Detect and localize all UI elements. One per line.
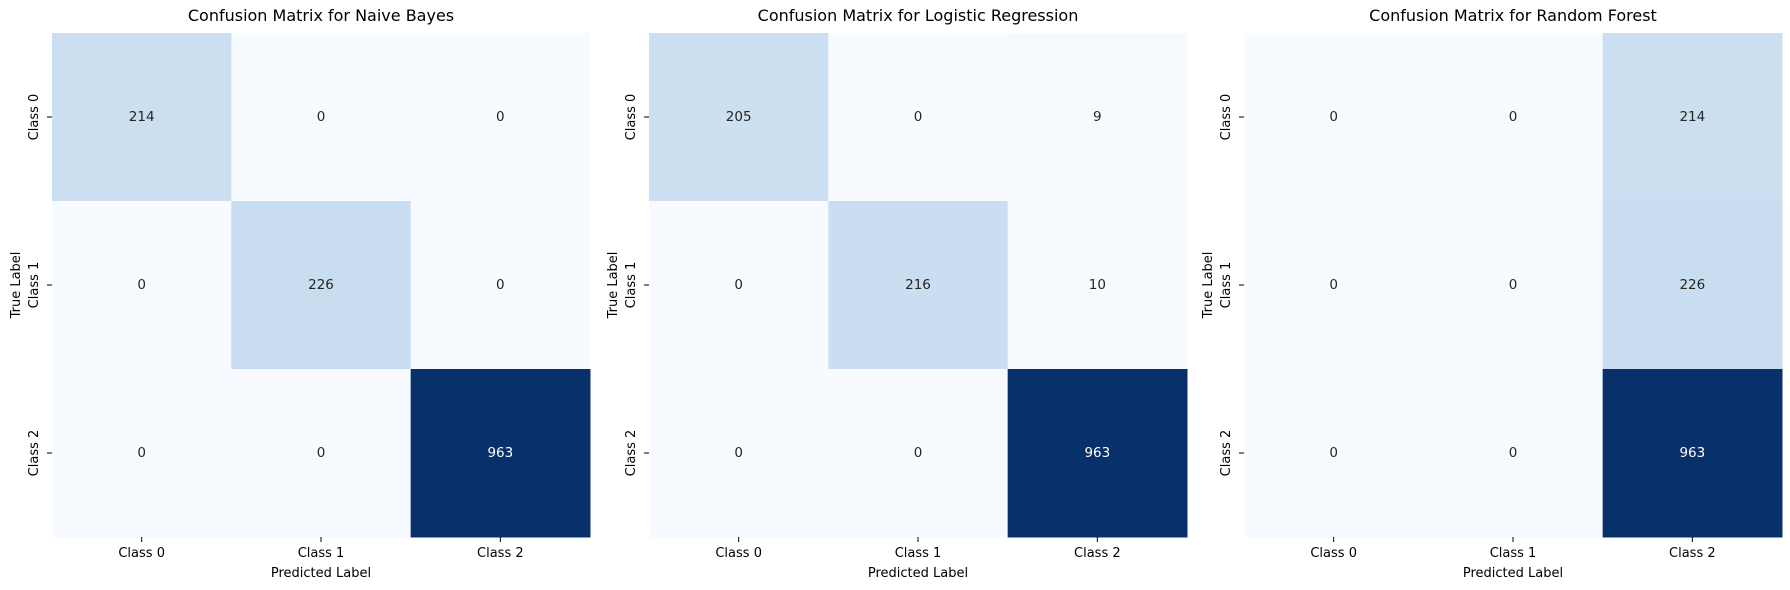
y-tick-label: Class 1: [27, 262, 42, 309]
heatmap-cell: [410, 369, 591, 538]
heatmap-cell: [1423, 33, 1604, 202]
heatmap-cell: [828, 33, 1009, 202]
cell-value-label: 963: [487, 445, 513, 461]
cell-value-label: 0: [914, 109, 923, 125]
cell-value-label: 0: [914, 445, 923, 461]
heatmap-panel-2: Confusion Matrix for Logistic Regression…: [606, 6, 1188, 581]
heatmap-cell: [1602, 33, 1783, 202]
heatmap-cell: [1244, 369, 1424, 538]
cell-value-label: 963: [1084, 445, 1110, 461]
cell-value-label: 0: [496, 109, 505, 125]
x-axis-label: Predicted Label: [271, 566, 371, 581]
y-tick-label: Class 2: [27, 430, 42, 477]
cell-value-label: 0: [1509, 445, 1518, 461]
heatmap-cell: [1007, 201, 1188, 370]
x-tick-label: Class 0: [118, 546, 165, 561]
heatmap-cell: [1602, 201, 1783, 370]
cell-value-label: 0: [496, 277, 505, 293]
cell-value-label: 963: [1679, 445, 1705, 461]
heatmap-cell: [410, 33, 591, 202]
heatmap-cell: [1007, 369, 1188, 538]
heatmap-cell: [1423, 369, 1604, 538]
heatmap-panel-1: Confusion Matrix for Naive Bayes 214 0 0 0 22…: [9, 6, 591, 581]
heatmap-cell: [1602, 369, 1783, 538]
cell-value-label: 0: [317, 109, 326, 125]
x-tick-label: Class 2: [1669, 546, 1716, 561]
heatmap-cell: [649, 369, 829, 538]
chart-title: Confusion Matrix for Naive Bayes: [188, 6, 454, 25]
x-tick-label: Class 2: [1074, 546, 1121, 561]
cell-value-label: 0: [734, 277, 743, 293]
cell-value-label: 214: [1679, 109, 1705, 125]
y-tick-label: Class 2: [624, 430, 639, 477]
y-tick-label: Class 0: [1219, 94, 1234, 141]
heatmap-cell: [1244, 33, 1424, 202]
chart-title: Confusion Matrix for Random Forest: [1369, 6, 1657, 25]
x-tick-label: Class 2: [477, 546, 524, 561]
heatmap-cell: [52, 33, 232, 202]
chart-title: Confusion Matrix for Logistic Regression: [758, 6, 1079, 25]
x-tick-label: Class 0: [1310, 546, 1357, 561]
y-axis-label: True Label: [9, 252, 24, 320]
x-axis-label: Predicted Label: [868, 566, 968, 581]
heatmap-cell: [52, 201, 232, 370]
y-tick-label: Class 0: [27, 94, 42, 141]
x-axis-label: Predicted Label: [1463, 566, 1563, 581]
heatmap-cell: [649, 33, 829, 202]
cell-value-label: 0: [1509, 109, 1518, 125]
heatmap-cell: [52, 369, 232, 538]
cell-value-label: 216: [905, 277, 931, 293]
cell-value-label: 0: [734, 445, 743, 461]
x-tick-label: Class 1: [1490, 546, 1537, 561]
y-axis-label: True Label: [1201, 252, 1216, 320]
heatmap-panel-3: Confusion Matrix for Random Forest 0 0 214 0…: [1201, 6, 1783, 581]
heatmap-cell: [1244, 201, 1424, 370]
x-tick-label: Class 1: [298, 546, 345, 561]
heatmap-cell: [231, 33, 412, 202]
heatmap-cell: [1423, 201, 1604, 370]
cell-value-label: 0: [1329, 109, 1338, 125]
cell-value-label: 0: [137, 445, 146, 461]
y-tick-label: Class 0: [624, 94, 639, 141]
cell-value-label: 226: [308, 277, 334, 293]
cell-value-label: 205: [726, 109, 752, 125]
heatmap-cell: [410, 201, 591, 370]
heatmap-cell: [231, 369, 412, 538]
cell-value-label: 214: [129, 109, 155, 125]
cell-value-label: 0: [1329, 445, 1338, 461]
x-tick-label: Class 1: [895, 546, 942, 561]
heatmap-cell: [649, 201, 829, 370]
cell-value-label: 0: [317, 445, 326, 461]
y-tick-label: Class 1: [1219, 262, 1234, 309]
cell-value-label: 9: [1093, 109, 1102, 125]
x-tick-label: Class 0: [715, 546, 762, 561]
cell-value-label: 10: [1089, 277, 1106, 293]
y-tick-label: Class 2: [1219, 430, 1234, 477]
cell-value-label: 0: [1509, 277, 1518, 293]
cell-value-label: 0: [1329, 277, 1338, 293]
cell-value-label: 0: [137, 277, 146, 293]
heatmap-cell: [231, 201, 412, 370]
heatmap-cell: [828, 201, 1009, 370]
y-axis-label: True Label: [606, 252, 621, 320]
heatmap-cell: [828, 369, 1009, 538]
y-tick-label: Class 1: [624, 262, 639, 309]
cell-value-label: 226: [1679, 277, 1705, 293]
heatmap-cell: [1007, 33, 1188, 202]
